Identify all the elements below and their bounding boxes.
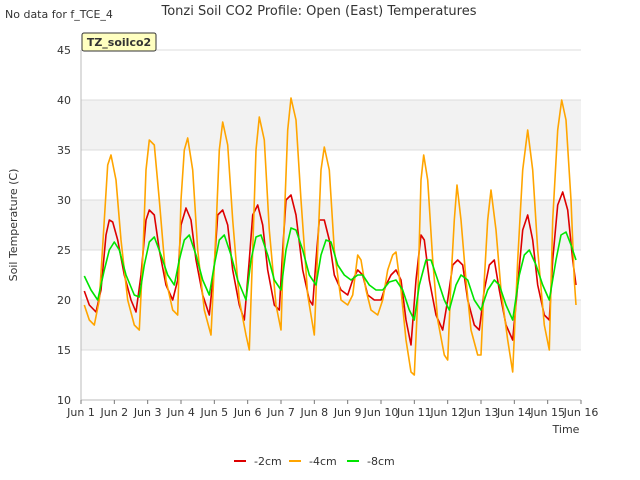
y-tick-label: 15 xyxy=(57,344,71,357)
chart-title: Tonzi Soil CO2 Profile: Open (East) Temp… xyxy=(160,4,476,19)
x-tick-label: Jun 9 xyxy=(333,406,362,419)
legend-label: -2cm xyxy=(254,455,282,468)
series-line-4cm xyxy=(83,97,577,376)
y-tick-label: 45 xyxy=(57,44,71,57)
background-band xyxy=(81,100,581,150)
x-tick-label: Jun 13 xyxy=(463,406,499,419)
legend-label: -8cm xyxy=(367,455,395,468)
x-tick-label: Jun 15 xyxy=(529,406,565,419)
station-label-box: TZ_soilco2 xyxy=(81,32,157,52)
legend-item: -8cm xyxy=(347,455,395,468)
x-tick-label: Jun 7 xyxy=(266,406,295,419)
y-tick-label: 20 xyxy=(57,294,71,307)
y-axis-label: Soil Temperature (C) xyxy=(7,169,20,282)
station-label: TZ_soilco2 xyxy=(87,36,151,49)
x-tick-label: Jun 10 xyxy=(363,406,399,419)
series-lines xyxy=(83,97,577,376)
x-tick-label: Jun 6 xyxy=(233,406,262,419)
background-band xyxy=(81,300,581,350)
no-data-note: No data for f_TCE_4 xyxy=(5,8,113,21)
legend: -2cm -4cm -8cm xyxy=(234,455,395,468)
y-tick-label: 35 xyxy=(57,144,71,157)
x-axis-label: Time xyxy=(552,423,580,436)
x-tick-label: Jun 3 xyxy=(133,406,162,419)
x-tick-label: Jun 12 xyxy=(429,406,465,419)
legend-label: -4cm xyxy=(309,455,337,468)
y-tick-label: 30 xyxy=(57,194,71,207)
x-tick-label: Jun 16 xyxy=(563,406,599,419)
x-tick-label: Jun 2 xyxy=(99,406,128,419)
x-tick-label: Jun 14 xyxy=(496,406,532,419)
series-line-2cm xyxy=(83,191,577,346)
legend-item: -4cm xyxy=(289,455,337,468)
x-tick-label: Jun 1 xyxy=(66,406,95,419)
tick-labels: 10 15 20 25 30 35 40 45 Jun 1 Jun 2 Jun 3 Jun 4 Jun … xyxy=(57,44,598,419)
x-tick-label: Jun 11 xyxy=(396,406,432,419)
axes xyxy=(80,50,581,401)
legend-item: -2cm xyxy=(234,455,282,468)
series-line-8cm xyxy=(83,227,577,321)
x-tick-label: Jun 5 xyxy=(199,406,228,419)
y-tick-label: 10 xyxy=(57,394,71,407)
x-tick-label: Jun 4 xyxy=(166,406,195,419)
x-tick-label: Jun 8 xyxy=(299,406,328,419)
y-tick-label: 40 xyxy=(57,94,71,107)
y-tick-label: 25 xyxy=(57,244,71,257)
